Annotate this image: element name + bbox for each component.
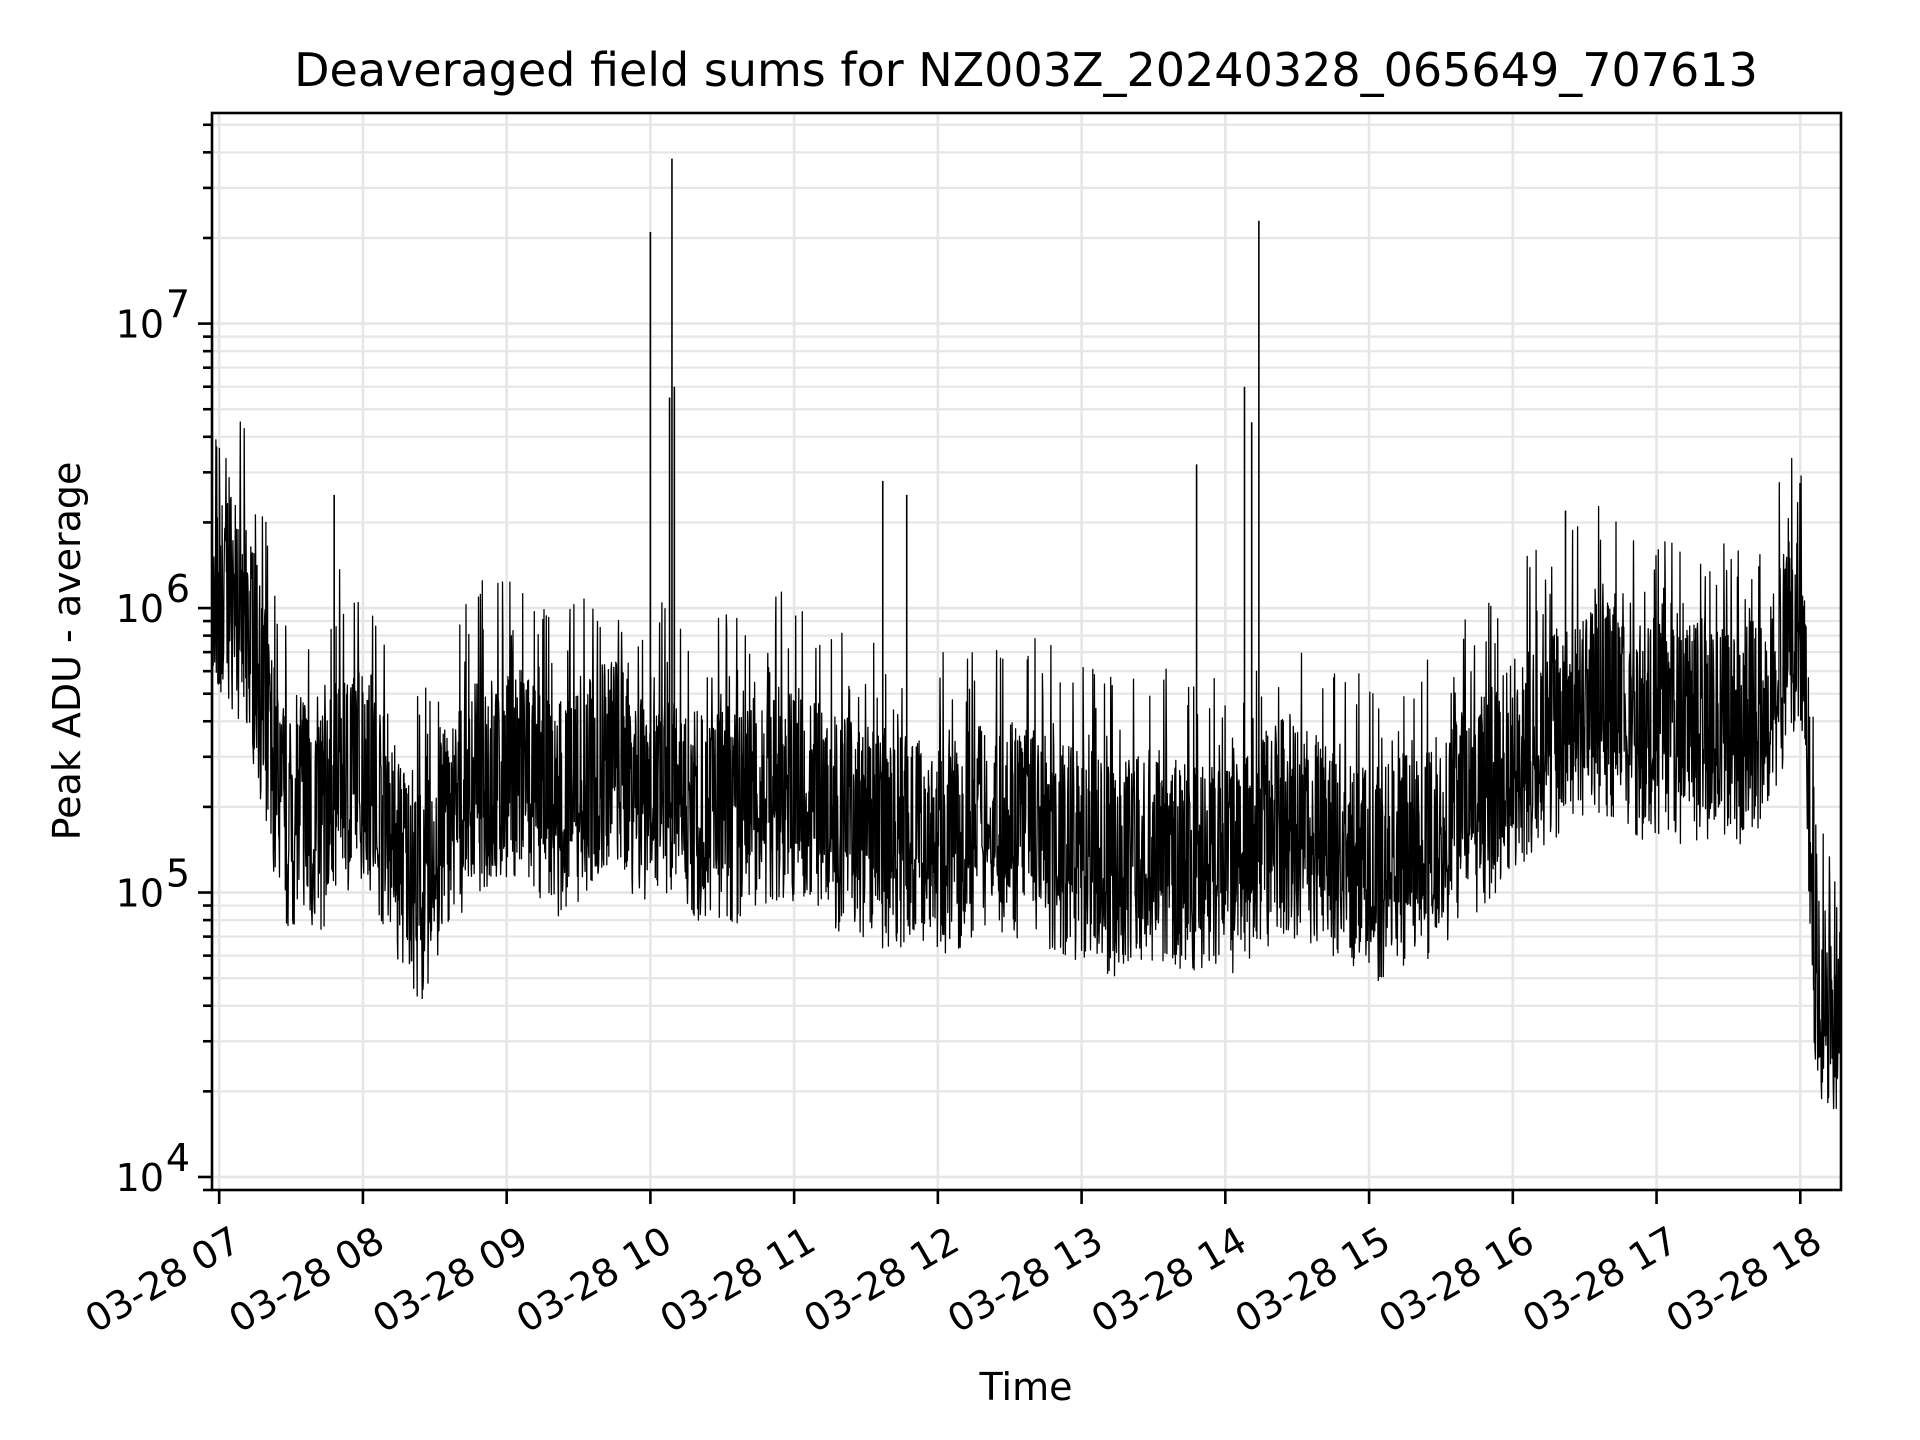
- series-line-group: [211, 158, 1842, 1110]
- x-tick-label: 03-28 14: [1084, 1218, 1254, 1342]
- chart-title: Deaveraged field sums for NZ003Z_2024032…: [294, 43, 1758, 97]
- x-tick-label: 03-28 11: [653, 1218, 823, 1342]
- y-tick-exponent: 5: [166, 852, 190, 896]
- x-tick-label: 03-28 13: [940, 1218, 1110, 1342]
- x-tick-label: 03-28 15: [1228, 1218, 1398, 1342]
- y-tick-label: 10: [116, 303, 164, 347]
- x-tick-label: 03-28 08: [221, 1218, 391, 1342]
- y-tick-exponent: 4: [166, 1136, 190, 1180]
- x-tick-label: 03-28 12: [796, 1218, 966, 1342]
- y-tick-label: 10: [116, 587, 164, 631]
- y-tick-label: 10: [116, 1156, 164, 1200]
- y-axis-label: Peak ADU - average: [45, 462, 89, 841]
- x-tick-label: 03-28 16: [1371, 1218, 1541, 1342]
- x-tick-label: 03-28 10: [509, 1218, 679, 1342]
- y-tick-exponent: 6: [166, 567, 190, 611]
- y-tick-label: 10: [116, 872, 164, 916]
- x-tick-label: 03-28 17: [1515, 1218, 1685, 1342]
- x-tick-label: 03-28 09: [365, 1218, 535, 1342]
- y-tick-exponent: 7: [166, 283, 190, 327]
- series-line: [211, 421, 1842, 1110]
- x-tick-label: 03-28 18: [1659, 1218, 1829, 1342]
- x-tick-label: 03-28 07: [78, 1218, 248, 1342]
- x-axis-label: Time: [979, 1365, 1073, 1409]
